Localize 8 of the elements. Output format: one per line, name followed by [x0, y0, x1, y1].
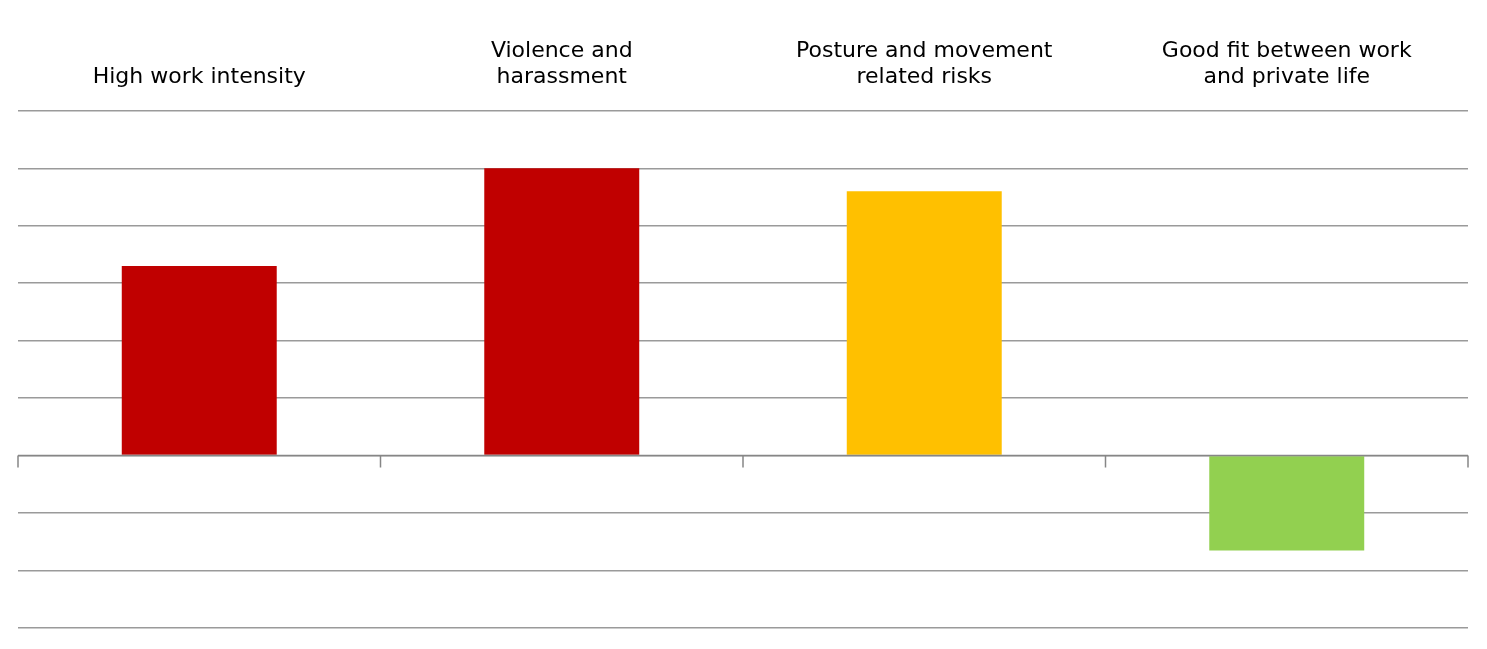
x-tick-label: High work intensity: [92, 63, 306, 89]
bar: [121, 265, 277, 455]
bar: [846, 191, 1002, 455]
bar: [484, 168, 640, 455]
x-tick-label: Good fit between work and private life: [1161, 36, 1412, 89]
bar: [1209, 456, 1365, 551]
x-tick-label: Posture and movement related risks: [796, 36, 1053, 89]
x-tick-label: Violence and harassment: [490, 36, 633, 89]
